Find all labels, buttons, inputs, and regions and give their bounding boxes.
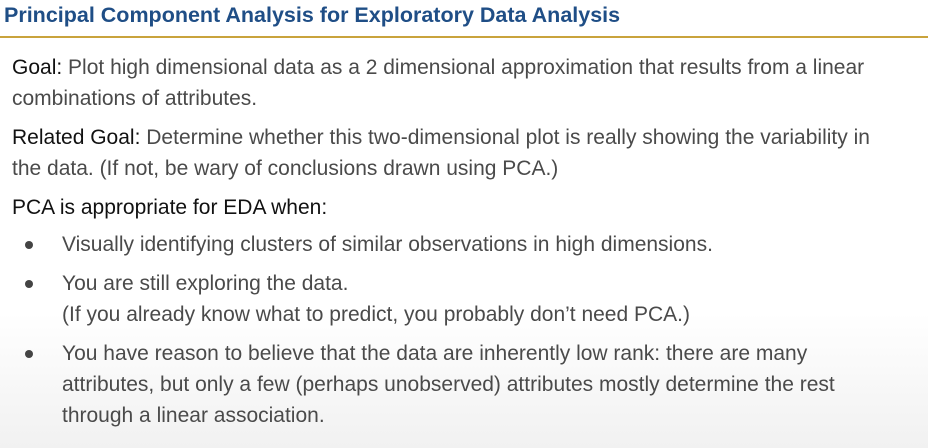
list-item: You are still exploring the data. (If yo… (12, 268, 924, 330)
bullet-text-line: Visually identifying clusters of similar… (62, 233, 713, 256)
bullet-text-line: attributes, but only a few (perhaps unob… (62, 373, 835, 396)
eda-heading: PCA is appropriate for EDA when: (12, 196, 328, 219)
list-item: You have reason to believe that the data… (12, 338, 924, 431)
slide-title: Principal Component Analysis for Explora… (4, 3, 621, 27)
related-goal-text-line2: the data. (If not, be wary of conclusion… (12, 157, 559, 180)
related-goal-paragraph: Related Goal: Determine whether this two… (12, 122, 924, 184)
goal-paragraph: Goal: Plot high dimensional data as a 2 … (12, 52, 924, 114)
goal-text-line1: Plot high dimensional data as a 2 dimens… (68, 56, 865, 79)
related-goal-label: Related Goal: (12, 126, 141, 149)
bullet-text-line: You have reason to believe that the data… (62, 342, 808, 365)
bullet-icon (25, 241, 33, 249)
title-divider (0, 36, 928, 38)
bullet-icon (25, 350, 33, 358)
bullet-icon (25, 280, 33, 288)
related-goal-text-line1: Determine whether this two-dimensional p… (146, 126, 870, 149)
goal-text-line2: combinations of attributes. (12, 87, 258, 110)
eda-bullet-list: Visually identifying clusters of similar… (12, 229, 924, 431)
bullet-text-line: You are still exploring the data. (62, 272, 349, 295)
slide-content: Goal: Plot high dimensional data as a 2 … (12, 52, 924, 439)
list-item: Visually identifying clusters of similar… (12, 229, 924, 260)
bullet-text-line: through a linear association. (62, 404, 325, 427)
goal-label: Goal: (12, 56, 63, 79)
bullet-text-line: (If you already know what to predict, yo… (62, 303, 691, 326)
